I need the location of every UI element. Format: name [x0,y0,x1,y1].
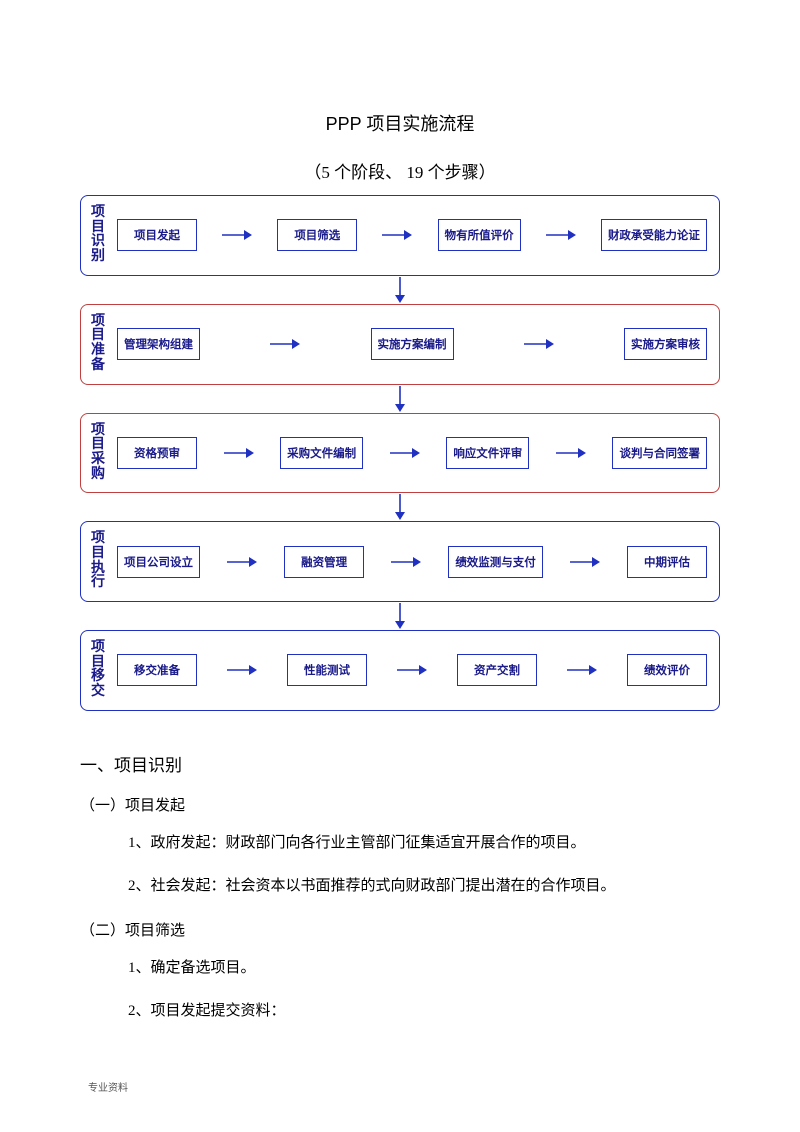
step-box: 财政承受能力论证 [601,219,707,251]
step-box: 实施方案编制 [371,328,454,360]
arrow-right-icon [524,337,554,351]
arrow-right-icon [570,555,600,569]
step-box: 实施方案审核 [624,328,707,360]
step-box: 资产交割 [457,654,537,686]
paragraph: 1、政府发起：财政部门向各行业主管部门征集适宜开展合作的项目。 [128,833,720,854]
stage-container: 项目采购资格预审 采购文件编制 响应文件评审 谈判与合同签署 [80,413,720,494]
steps-row: 移交准备 性能测试 资产交割 绩效评价 [117,654,707,686]
arrow-down-icon [393,277,407,303]
subsection-heading: （一）项目发起 [80,794,720,815]
step-box: 项目公司设立 [117,546,200,578]
arrow-right-icon [227,663,257,677]
step-box: 项目筛选 [277,219,357,251]
arrow-down-icon [393,494,407,520]
flowchart: 项目识别项目发起 项目筛选 物有所值评价 财政承受能力论证项目准备管理架构组建 实施方案… [80,195,720,711]
step-box: 响应文件评审 [446,437,529,469]
arrow-right-icon [397,663,427,677]
step-box: 中期评估 [627,546,707,578]
arrow-right-icon [556,446,586,460]
stage-container: 项目准备管理架构组建 实施方案编制 实施方案审核 [80,304,720,385]
arrow-down-icon [393,603,407,629]
arrow-right-icon [546,228,576,242]
arrow-right-icon [222,228,252,242]
arrow-right-icon [391,555,421,569]
steps-row: 项目发起 项目筛选 物有所值评价 财政承受能力论证 [117,219,707,251]
step-box: 谈判与合同签署 [612,437,707,469]
step-box: 绩效监测与支付 [448,546,543,578]
stage-container: 项目执行项目公司设立 融资管理 绩效监测与支付 中期评估 [80,521,720,602]
step-box: 物有所值评价 [438,219,521,251]
subsection-heading: （二）项目筛选 [80,919,720,940]
step-box: 融资管理 [284,546,364,578]
paragraph: 1、确定备选项目。 [128,958,720,979]
step-box: 采购文件编制 [280,437,363,469]
steps-row: 资格预审 采购文件编制 响应文件评审 谈判与合同签署 [117,437,707,469]
step-box: 性能测试 [287,654,367,686]
paragraph: 2、项目发起提交资料： [128,1001,720,1022]
stage-label: 项目识别 [87,206,109,265]
arrow-right-icon [270,337,300,351]
stage-label: 项目准备 [87,315,109,374]
stage-label: 项目执行 [87,532,109,591]
step-box: 资格预审 [117,437,197,469]
arrow-down-icon [393,386,407,412]
body-text: 一、项目识别 （一）项目发起 1、政府发起：财政部门向各行业主管部门征集适宜开展… [80,751,720,1022]
footer-text: 专业资料 [88,1079,128,1094]
section-heading: 一、项目识别 [80,751,720,776]
step-box: 管理架构组建 [117,328,200,360]
arrow-right-icon [567,663,597,677]
steps-row: 管理架构组建 实施方案编制 实施方案审核 [117,328,707,360]
arrow-right-icon [227,555,257,569]
arrow-right-icon [224,446,254,460]
stage-container: 项目移交移交准备 性能测试 资产交割 绩效评价 [80,630,720,711]
step-box: 移交准备 [117,654,197,686]
stage-label: 项目移交 [87,641,109,700]
arrow-right-icon [390,446,420,460]
paragraph: 2、社会发起：社会资本以书面推荐的式向财政部门提出潜在的合作项目。 [128,876,720,897]
stage-container: 项目识别项目发起 项目筛选 物有所值评价 财政承受能力论证 [80,195,720,276]
page-subtitle: （5 个阶段、 19 个步骤） [80,158,720,183]
stage-label: 项目采购 [87,424,109,483]
page-title: PPP 项目实施流程 [80,110,720,136]
steps-row: 项目公司设立 融资管理 绩效监测与支付 中期评估 [117,546,707,578]
step-box: 绩效评价 [627,654,707,686]
arrow-right-icon [382,228,412,242]
step-box: 项目发起 [117,219,197,251]
